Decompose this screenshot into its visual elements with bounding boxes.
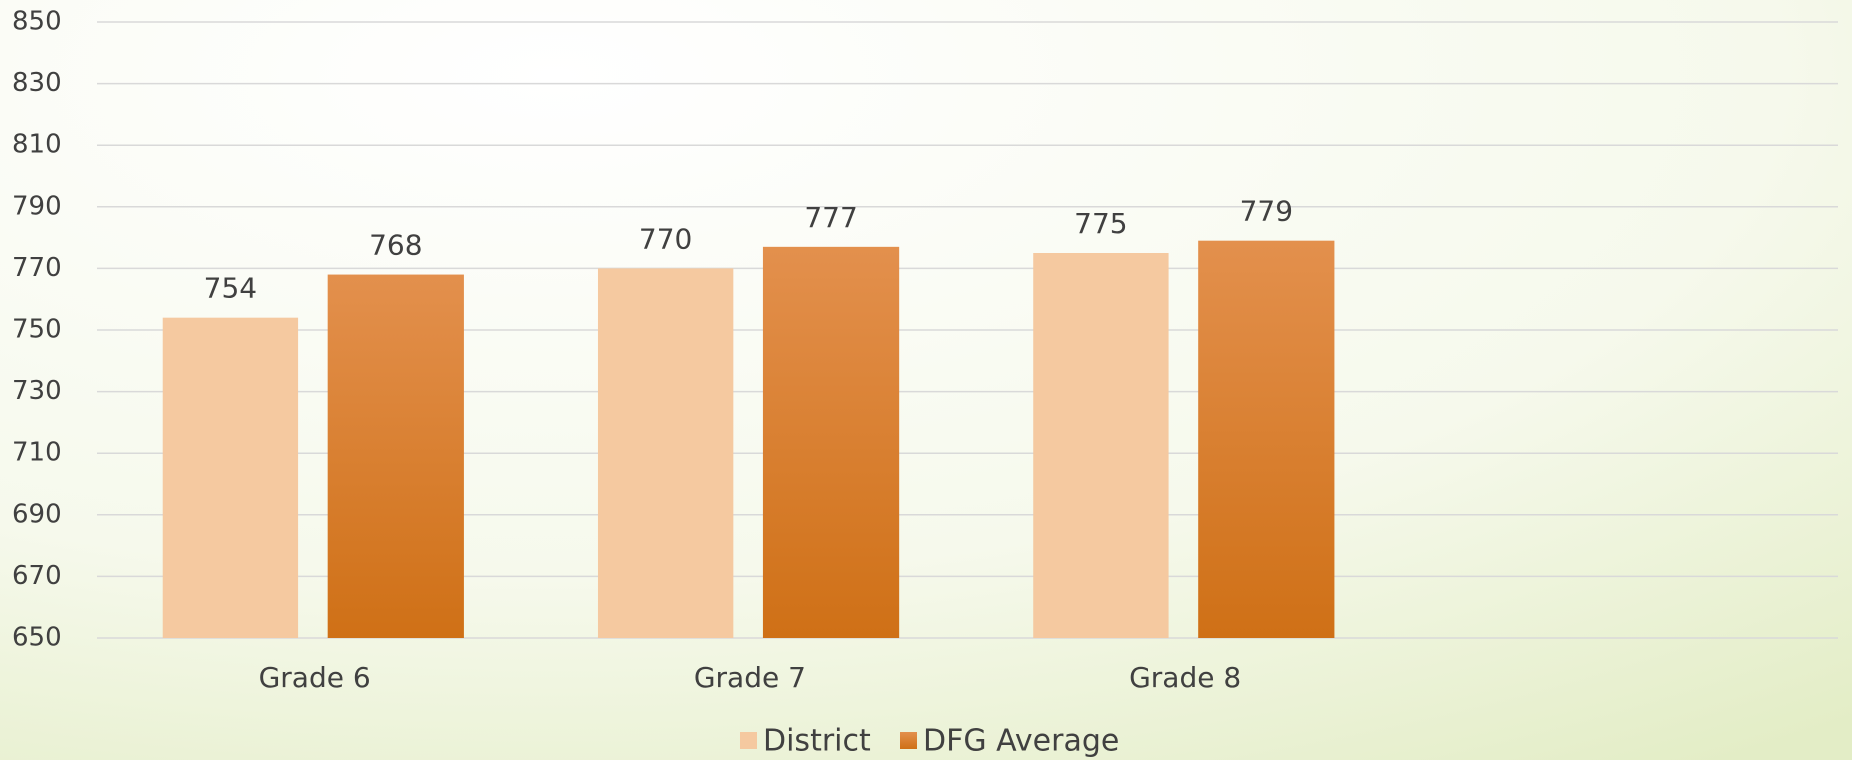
legend-swatch [900, 732, 917, 749]
y-tick-label: 830 [12, 68, 62, 98]
legend-label: DFG Average [923, 724, 1119, 759]
bar [327, 274, 464, 638]
x-tick-label: Grade 7 [694, 661, 806, 694]
data-label: 779 [1240, 195, 1293, 228]
bar [597, 268, 734, 638]
data-label: 775 [1074, 207, 1127, 240]
data-label: 768 [369, 229, 422, 262]
y-tick-label: 650 [12, 623, 62, 653]
bar [762, 246, 900, 638]
data-label: 777 [804, 201, 857, 234]
legend-swatch [740, 732, 757, 749]
data-label: 754 [204, 272, 257, 305]
x-tick-label: Grade 6 [259, 661, 371, 694]
y-tick-label: 710 [12, 438, 62, 468]
y-tick-label: 810 [12, 130, 62, 160]
y-tick-label: 690 [12, 499, 62, 529]
legend-label: District [763, 724, 871, 759]
y-tick-label: 730 [12, 376, 62, 406]
y-tick-label: 770 [12, 253, 62, 283]
bar [1033, 253, 1169, 638]
bar [162, 317, 299, 638]
bar [1198, 240, 1335, 638]
y-tick-label: 750 [12, 315, 62, 345]
y-tick-label: 670 [12, 561, 62, 591]
data-label: 770 [639, 222, 692, 255]
y-tick-label: 790 [12, 191, 62, 221]
y-tick-label: 850 [12, 7, 62, 37]
x-tick-label: Grade 8 [1129, 661, 1241, 694]
